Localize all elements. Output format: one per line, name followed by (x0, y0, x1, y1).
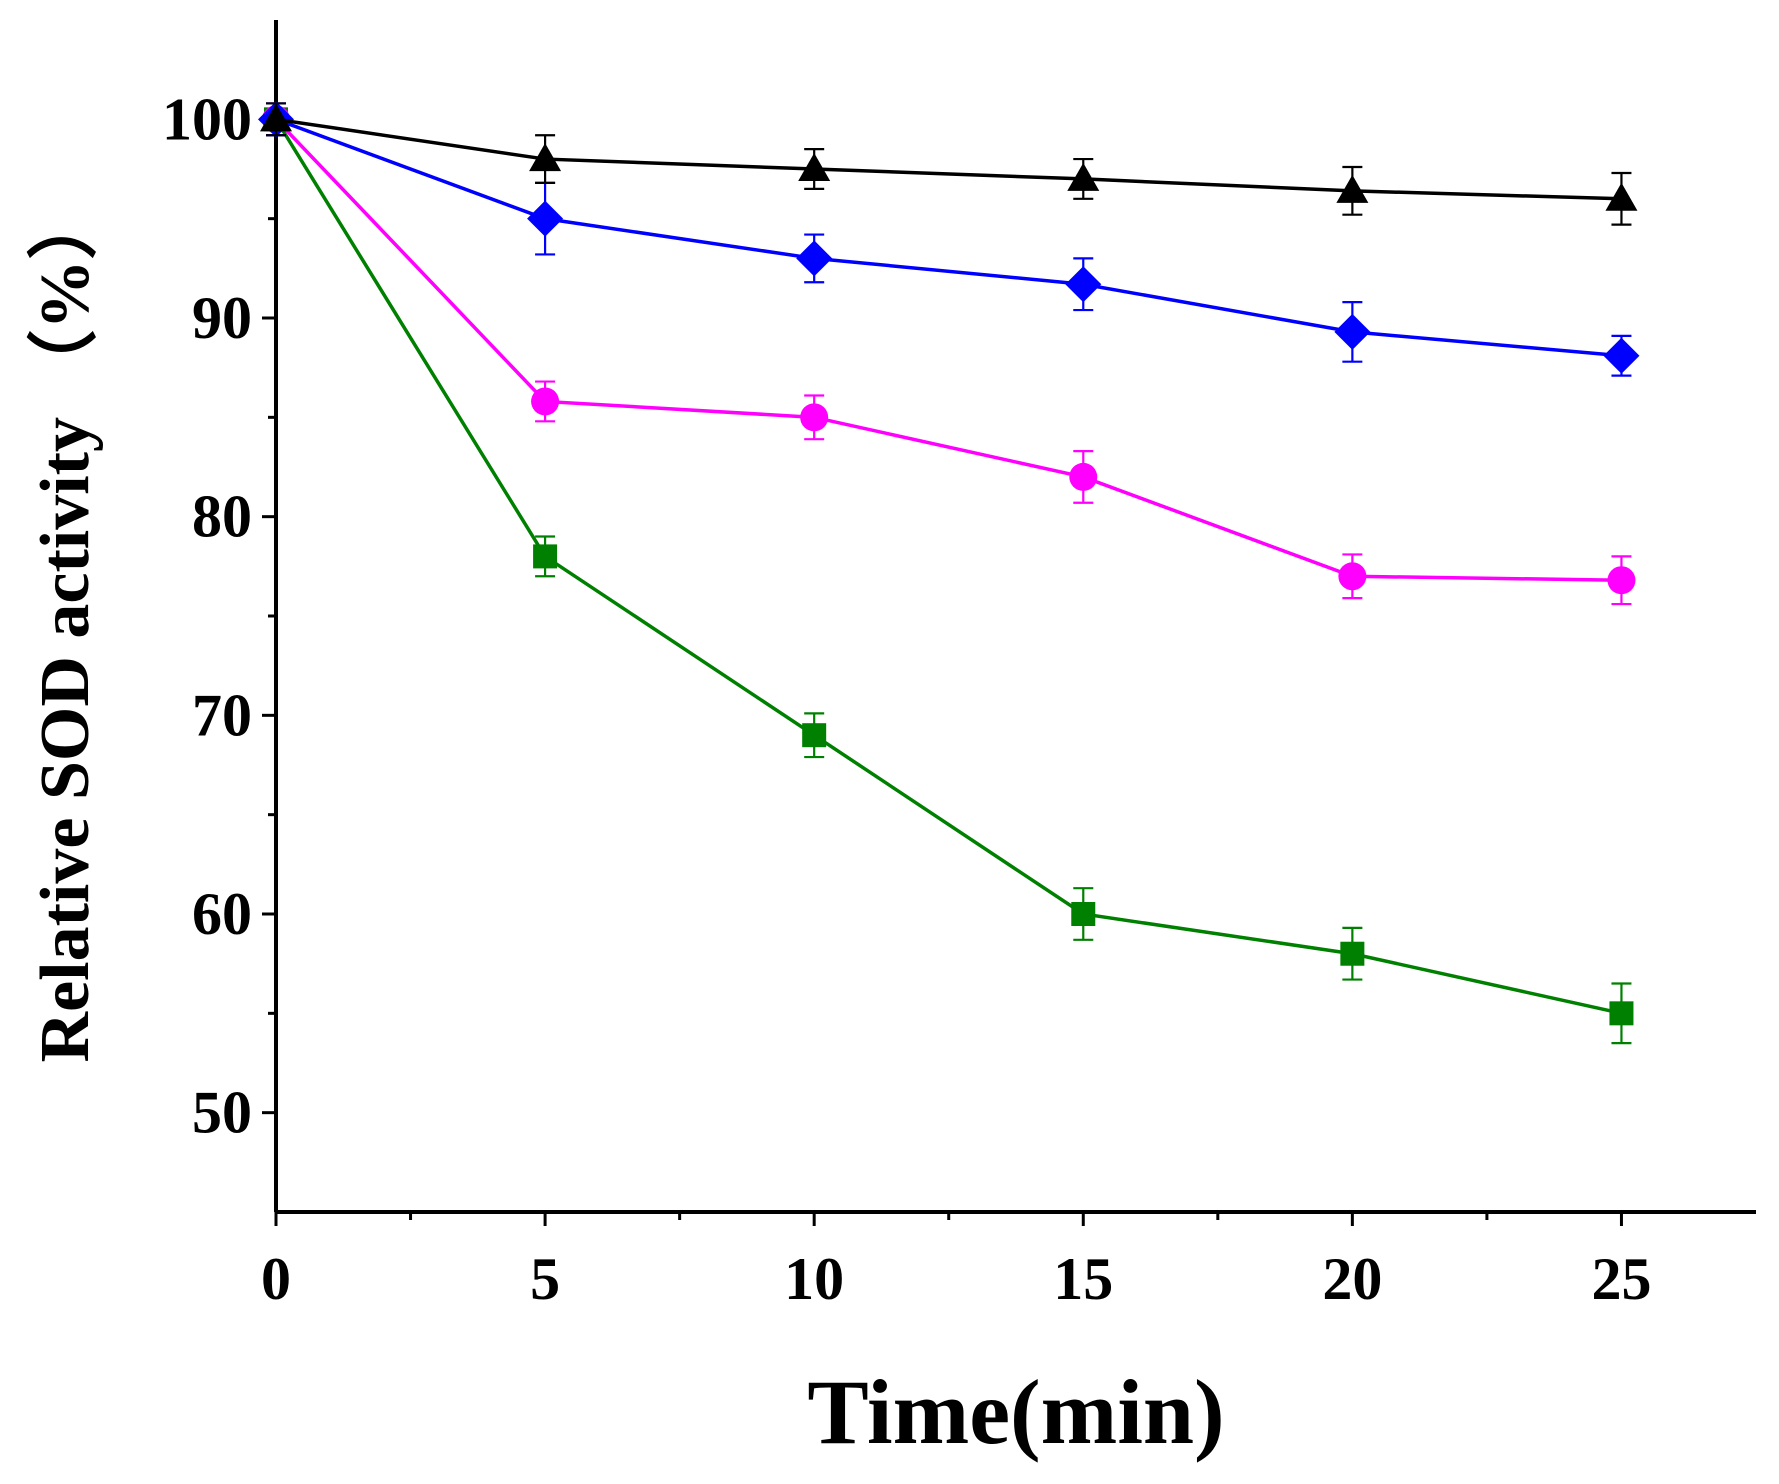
series-magenta-circle (262, 102, 1636, 606)
black-triangle-line (275, 117, 1622, 201)
black-triangle-marker (529, 143, 562, 172)
black-triangle-marker (1336, 174, 1369, 203)
y-tick-label: 100 (162, 86, 252, 152)
axes (274, 20, 1756, 1214)
x-tick-label: 15 (1053, 1246, 1113, 1312)
blue-diamond-marker (527, 200, 564, 237)
series-layer (258, 101, 1640, 1045)
magenta-circle-marker (1069, 462, 1098, 491)
x-tick-label: 10 (784, 1246, 844, 1312)
green-square-line (274, 118, 1622, 1016)
x-tick-label: 5 (530, 1246, 560, 1312)
black-triangle-marker (260, 103, 292, 132)
black-triangle-marker (1605, 182, 1638, 211)
tick-labels: 0 5 10 15 20 25 50 60 70 80 90 100 (162, 86, 1651, 1312)
blue-diamond-marker (1603, 337, 1640, 374)
blue-diamond-marker (1334, 313, 1371, 350)
x-tick-label: 0 (261, 1246, 291, 1312)
green-square-marker (1071, 902, 1096, 926)
x-axis-title: Time(min) (807, 1361, 1224, 1463)
y-tick-label: 70 (192, 682, 252, 748)
y-axis-title: Relative SOD activity （%） (26, 190, 104, 1063)
blue-diamond-marker (1065, 266, 1102, 303)
blue-diamond-marker (796, 240, 833, 277)
magenta-circle-line (274, 118, 1622, 582)
green-square-marker (1340, 941, 1365, 966)
y-tick-label: 60 (192, 881, 252, 947)
blue-diamond-line (275, 117, 1622, 358)
magenta-circle-marker (1338, 562, 1367, 591)
black-triangle-marker (1067, 162, 1100, 191)
y-tick-label: 90 (192, 285, 252, 351)
magenta-circle-marker (1607, 566, 1636, 595)
x-tick-label: 25 (1591, 1246, 1651, 1312)
y-tick-label: 50 (192, 1080, 252, 1146)
magenta-circle-marker (800, 403, 829, 432)
x-tick-label: 20 (1322, 1246, 1382, 1312)
green-square-marker (533, 544, 558, 569)
magenta-circle-marker (531, 387, 560, 416)
green-square-marker (802, 723, 827, 748)
series-green-square (264, 102, 1634, 1045)
ticks (262, 117, 1623, 1226)
series-blue-diamond (258, 101, 1640, 377)
y-tick-label: 80 (192, 484, 252, 550)
green-square-marker (1609, 1001, 1634, 1026)
black-triangle-marker (798, 153, 831, 181)
series-black-triangle (260, 102, 1638, 226)
